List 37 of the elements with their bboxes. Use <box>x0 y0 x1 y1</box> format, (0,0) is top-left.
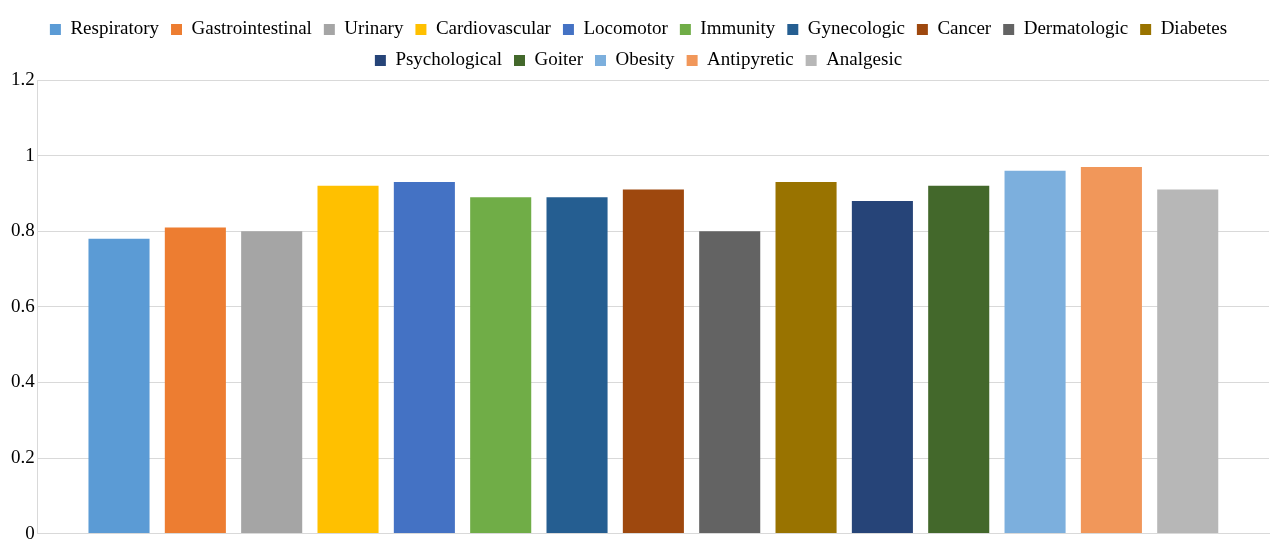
legend-label: Gynecologic <box>807 17 905 39</box>
bar <box>928 185 990 534</box>
legend-label: Obesity <box>615 48 676 70</box>
legend-label: Analgesic <box>826 48 903 70</box>
bar <box>164 227 226 534</box>
y-tick-label: 0.8 <box>11 219 35 241</box>
legend-label: Goiter <box>534 48 584 70</box>
bar <box>393 182 455 534</box>
legend-label: Immunity <box>700 17 776 39</box>
y-tick-label: 1 <box>25 143 35 165</box>
bar <box>470 197 532 534</box>
legend-label: Gastrointestinal <box>191 17 312 39</box>
bar <box>851 200 913 534</box>
legend-label: Diabetes <box>1160 17 1228 39</box>
legend-label: Cancer <box>937 17 992 39</box>
legend-label: Locomotor <box>583 17 669 39</box>
y-tick-label: 0.4 <box>11 370 36 392</box>
bar <box>1080 166 1142 534</box>
bar <box>241 231 303 534</box>
legend-label: Dermatologic <box>1023 17 1129 39</box>
bar <box>699 231 761 534</box>
bar <box>622 189 684 534</box>
y-tick-label: 0.2 <box>11 445 35 467</box>
bar <box>546 197 608 534</box>
y-tick-label: 0.6 <box>11 294 35 316</box>
bar <box>317 185 379 534</box>
legend-label: Psychological <box>395 48 502 70</box>
bar <box>1157 189 1219 534</box>
legend-label: Cardiovascular <box>435 17 552 39</box>
legend-label: Respiratory <box>70 17 160 39</box>
bar <box>1004 170 1066 534</box>
bar <box>775 182 837 534</box>
y-tick-label: 1.2 <box>11 67 35 89</box>
legend-label: Urinary <box>344 17 404 39</box>
bar <box>88 238 150 534</box>
legend-label: Antipyretic <box>707 48 794 70</box>
y-tick-label: 0 <box>25 521 35 543</box>
